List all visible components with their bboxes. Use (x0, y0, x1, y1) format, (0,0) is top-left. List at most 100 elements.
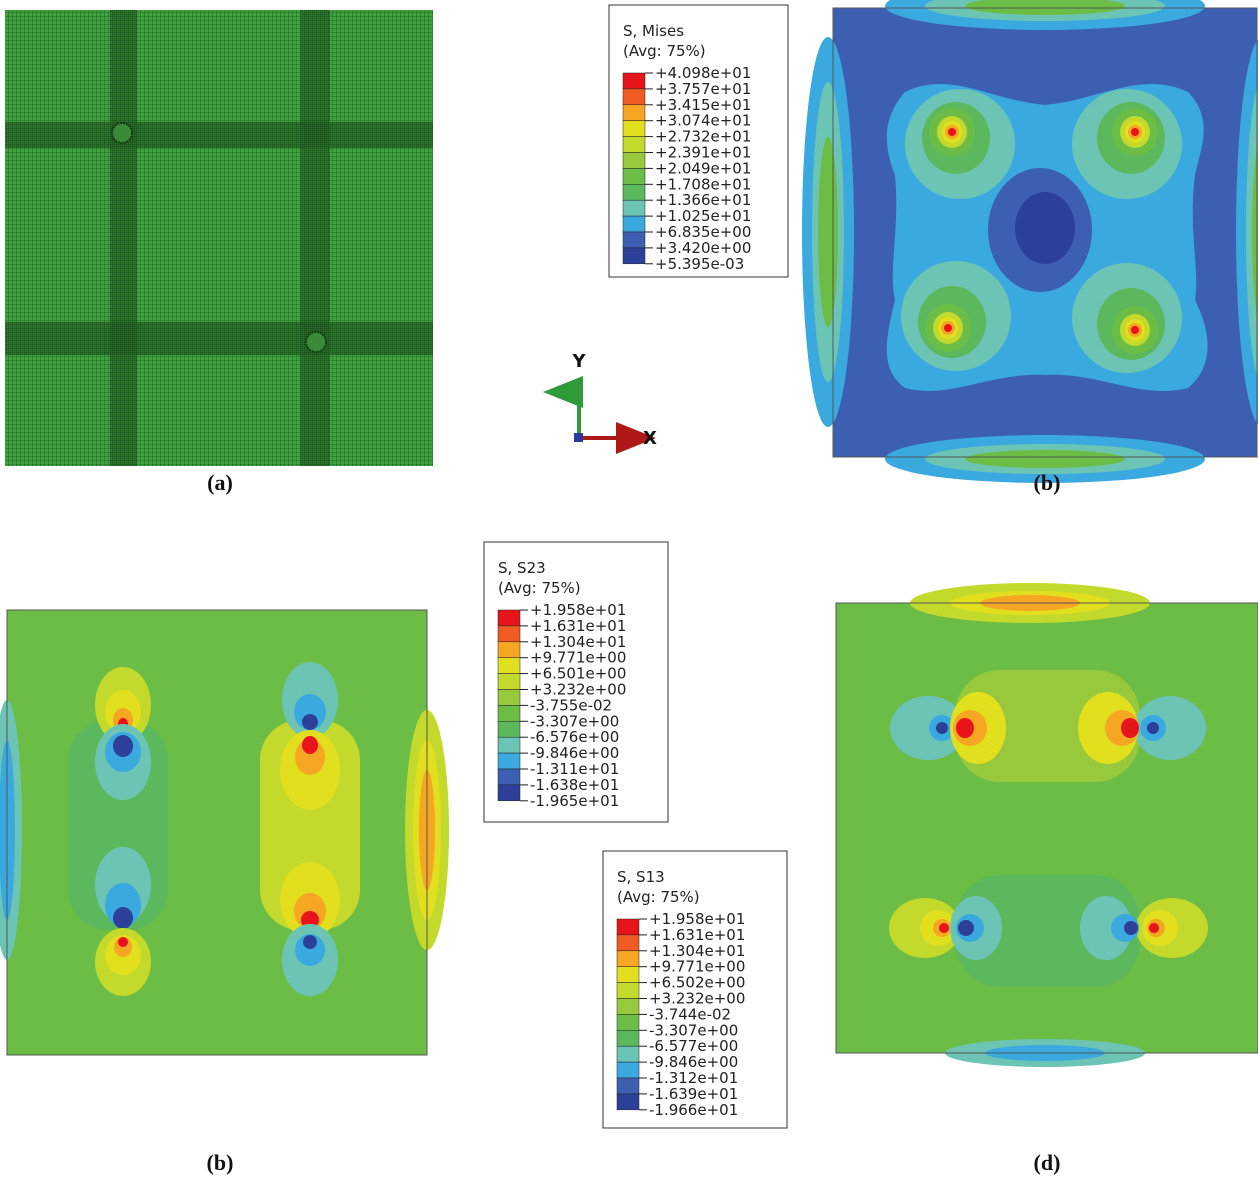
contour-plots (0, 0, 1258, 1067)
legend-label: +3.232e+00 (649, 990, 745, 1008)
contour-region (295, 934, 325, 966)
legend-swatch (616, 1045, 640, 1063)
panel-label: (a) (207, 470, 233, 495)
legend-label: +1.304e+01 (649, 942, 745, 960)
mesh-plot (5, 10, 433, 466)
legend-label: +3.074e+01 (655, 112, 751, 130)
contour-region (958, 920, 974, 936)
legend-label: +3.232e+00 (530, 681, 626, 699)
legend-swatch (497, 752, 521, 770)
legend-label: +1.304e+01 (530, 633, 626, 651)
legend-label: +2.732e+01 (655, 128, 751, 146)
legend-swatch (616, 1077, 640, 1095)
legend-label: +9.771e+00 (649, 958, 745, 976)
legend-swatch (622, 215, 646, 233)
contour-region (956, 718, 974, 738)
legend-swatch (622, 231, 646, 249)
legend-label: -3.307e+00 (649, 1021, 738, 1039)
legend-label: +1.958e+01 (530, 601, 626, 619)
contour-region (1149, 923, 1159, 933)
legend-label: +3.420e+00 (655, 239, 751, 257)
panel-label: (b) (1034, 470, 1061, 495)
legend-swatch (616, 918, 640, 936)
axis-triad: Y X (543, 351, 657, 454)
legend-swatch (616, 934, 640, 952)
legend-title: S, S23 (498, 559, 546, 577)
panel-label: (b) (207, 1150, 234, 1175)
legend-swatch (622, 184, 646, 201)
contour-region (1124, 921, 1138, 935)
contour-region (1015, 192, 1075, 264)
legend-label: -1.311e+01 (530, 760, 619, 778)
legend-label: +1.631e+01 (530, 617, 626, 635)
legend-subtitle: (Avg: 75%) (617, 888, 700, 906)
panel-label: (d) (1034, 1150, 1061, 1175)
contour-region (890, 696, 966, 760)
contour-region (965, 450, 1125, 468)
legend-title: S, S13 (617, 868, 665, 886)
axis-label: X (643, 428, 657, 449)
legend-label: +3.757e+01 (655, 80, 751, 98)
legend-subtitle: (Avg: 75%) (623, 42, 706, 60)
legend-swatch (497, 625, 521, 643)
legend-label: +6.502e+00 (649, 974, 745, 992)
legend-swatch (616, 982, 640, 999)
contour-region (113, 907, 133, 929)
contour-region (948, 128, 956, 136)
legend-label: +2.391e+01 (655, 144, 751, 162)
legend-swatch (497, 673, 521, 690)
legend-label: -9.846e+00 (530, 744, 619, 762)
legend-label: -1.312e+01 (649, 1069, 738, 1087)
contour-region (294, 694, 326, 730)
contour-region (303, 935, 317, 949)
legend-swatch (497, 768, 521, 786)
legend-label: +6.501e+00 (530, 665, 626, 683)
contour-region (113, 735, 133, 757)
legend-label: -6.577e+00 (649, 1037, 738, 1055)
legend-swatch (616, 1014, 640, 1031)
legend-label: +4.098e+01 (655, 64, 751, 82)
contour-region (965, 0, 1125, 15)
legend-swatch (497, 721, 521, 738)
legend-label: -3.307e+00 (530, 712, 619, 730)
legend-label: +1.708e+01 (655, 175, 751, 193)
contour-region (936, 722, 948, 734)
legend-label: -1.965e+01 (530, 792, 619, 810)
plot-border (6, 609, 428, 1056)
contour-region (302, 714, 318, 730)
legend-swatch (622, 199, 646, 217)
legend-title: S, Mises (623, 22, 684, 40)
legend-swatch (616, 1093, 640, 1111)
legend-label: -1.966e+01 (649, 1101, 738, 1119)
contour-region (939, 923, 949, 933)
legend-swatch (616, 1030, 640, 1047)
contour-region (1121, 718, 1139, 738)
legend-swatch (622, 247, 646, 265)
contour-region (818, 137, 838, 327)
legend-label: +6.835e+00 (655, 223, 751, 241)
contour-region (1131, 128, 1139, 136)
legend-swatch (622, 104, 646, 121)
legend-swatch (497, 609, 521, 627)
legend-swatch (622, 88, 646, 106)
legend-swatch (616, 966, 640, 983)
axis-label: Y (571, 351, 586, 372)
legend-label: +1.631e+01 (649, 926, 745, 944)
legend-swatch (497, 705, 521, 722)
legend-swatch (622, 136, 646, 153)
legend-label: -6.576e+00 (530, 728, 619, 746)
contour-region (1080, 896, 1132, 960)
contour-region (302, 736, 318, 754)
legend-swatch (497, 641, 521, 658)
contour-region (944, 324, 952, 332)
legend-label: +3.415e+01 (655, 96, 751, 114)
legend-swatch (497, 689, 521, 706)
legend-swatch (622, 120, 646, 137)
contour-region (1147, 722, 1159, 734)
legend-label: -9.846e+00 (649, 1053, 738, 1071)
legend-label: +1.025e+01 (655, 207, 751, 225)
legend-label: +9.771e+00 (530, 649, 626, 667)
legend-swatch (497, 657, 521, 674)
legend-swatch (622, 168, 646, 185)
legend-label: -3.744e-02 (649, 1005, 731, 1023)
